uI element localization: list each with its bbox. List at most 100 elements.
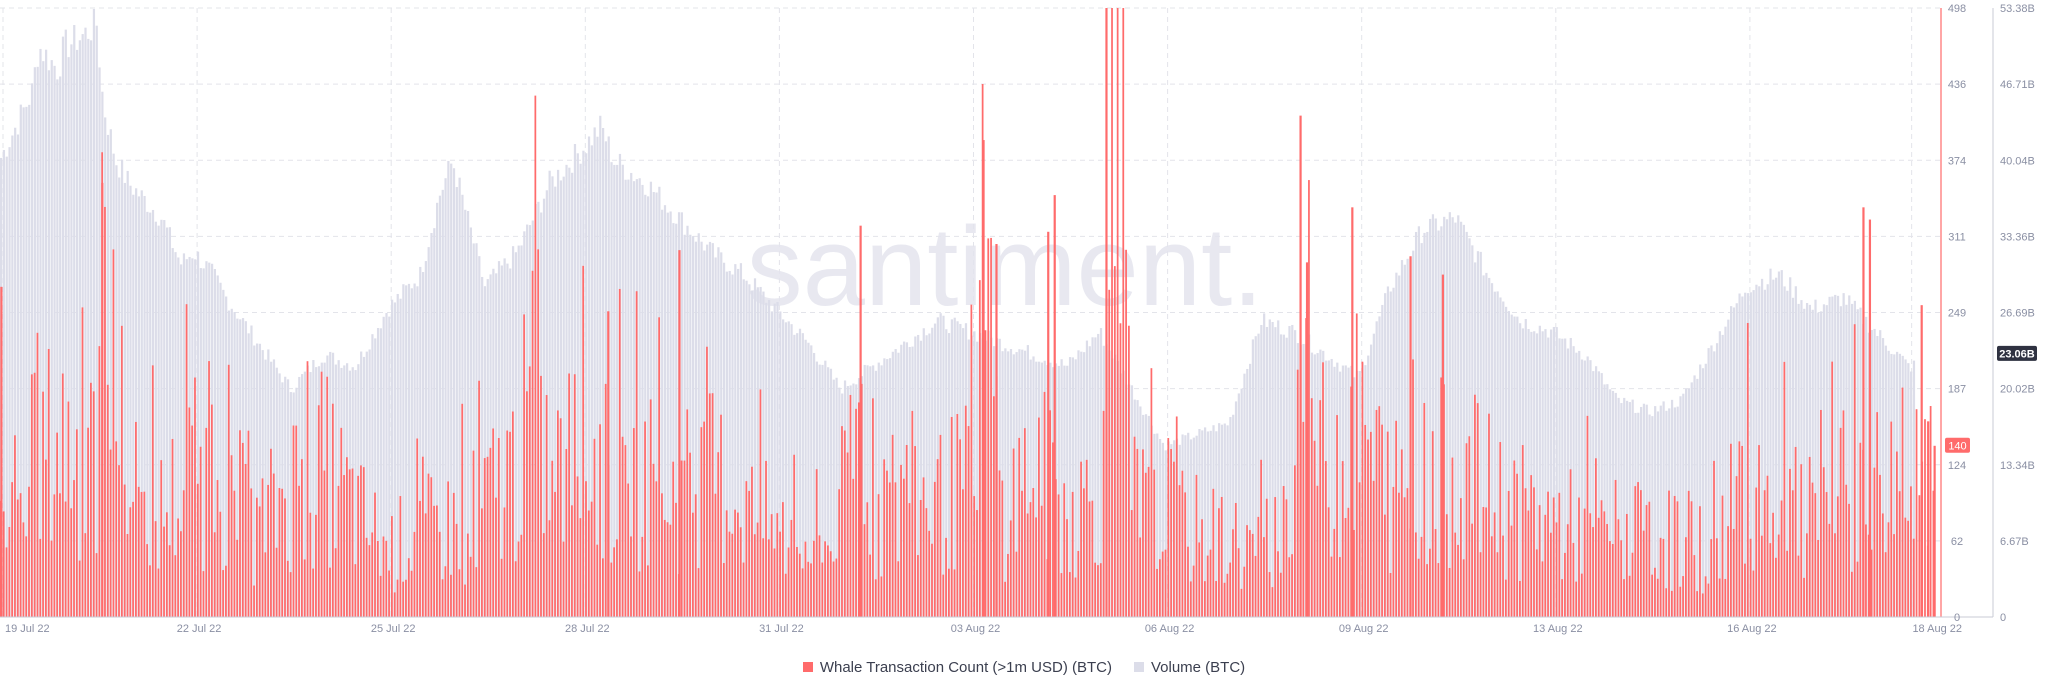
whale-bar: [371, 532, 374, 617]
whale-bar: [891, 434, 894, 617]
volume-bar: [604, 141, 608, 617]
whale-bar: [947, 568, 950, 617]
whale-bar: [348, 469, 351, 617]
whale-bar: [30, 374, 33, 617]
volume-bar: [75, 49, 79, 618]
whale-bar: [782, 502, 784, 617]
whale-bar: [1623, 579, 1625, 617]
volume-bar: [1656, 411, 1660, 617]
volume-bar: [1803, 308, 1806, 617]
whale-bar: [1758, 445, 1760, 617]
whale-bar: [1510, 525, 1513, 617]
volume-bar: [548, 170, 551, 617]
whale-bar: [731, 533, 734, 617]
volume-bar: [1333, 366, 1336, 617]
whale-bar: [641, 536, 644, 617]
volume-bar: [1254, 336, 1257, 617]
whale-bar: [495, 497, 497, 617]
whale-bar: [469, 556, 472, 617]
whale-bar: [1310, 398, 1313, 617]
volume-bar: [424, 261, 427, 617]
whale-bar: [872, 398, 874, 617]
whale-bar: [1606, 524, 1608, 617]
volume-bar: [1755, 284, 1758, 617]
volume-bar: [1580, 359, 1584, 617]
volume-bar: [1164, 450, 1167, 617]
whale-bar: [556, 410, 559, 617]
whale-bar: [1580, 573, 1583, 617]
whale-bar: [1085, 459, 1088, 617]
whale-bar: [1282, 486, 1285, 617]
whale-bar: [1569, 469, 1572, 617]
volume-bar: [1021, 349, 1024, 617]
volume-bar: [98, 67, 101, 617]
whale-bar: [531, 270, 534, 617]
volume-bar: [109, 129, 112, 617]
volume-bar: [118, 177, 121, 617]
whale-bar: [483, 458, 486, 617]
whale-bar: [1482, 507, 1485, 617]
whale-bar: [1271, 587, 1274, 617]
volume-bar: [140, 190, 143, 617]
whale-bar: [1727, 526, 1729, 617]
volume-bar: [798, 328, 802, 617]
volume-bar: [832, 379, 835, 617]
whale-spike: [995, 244, 998, 617]
volume-bar: [413, 283, 416, 617]
volume-bar: [1434, 218, 1437, 618]
whale-bar: [1718, 578, 1721, 617]
whale-bar: [928, 530, 931, 617]
whale-bar: [1873, 467, 1876, 617]
volume-bar: [135, 188, 138, 617]
whale-bar: [1381, 424, 1383, 617]
volume-bar: [734, 264, 737, 617]
whale-bar: [753, 534, 756, 617]
volume-bar: [1735, 303, 1738, 617]
whale-bar: [1139, 537, 1142, 617]
whale-bar: [1887, 522, 1890, 617]
whale-bar: [1122, 8, 1125, 617]
volume-bar: [1811, 309, 1814, 617]
whale-bar: [647, 565, 649, 617]
whale-bar: [143, 491, 146, 617]
whale-bar: [1116, 8, 1119, 617]
whale-bar: [78, 560, 81, 617]
whale-bar: [1412, 359, 1414, 617]
whale-bar: [185, 304, 188, 617]
whale-bar: [253, 585, 255, 617]
volume-bar: [1353, 377, 1356, 617]
whale-bar: [379, 575, 382, 617]
volume-bar: [1468, 238, 1471, 617]
volume-bar: [25, 106, 28, 618]
legend-item-whale[interactable]: Whale Transaction Count (>1m USD) (BTC): [802, 659, 1112, 676]
whale-bar: [804, 541, 807, 617]
volume-bar: [1617, 397, 1620, 617]
whale-bar: [931, 543, 933, 617]
whale-bar: [1400, 449, 1403, 617]
whale-bar: [700, 427, 703, 617]
volume-bar: [225, 296, 228, 617]
volume-bar: [1431, 214, 1435, 617]
whale-bar: [427, 473, 430, 617]
whale-bar: [863, 524, 866, 617]
volume-bar: [1670, 399, 1674, 617]
volume-bar: [1448, 212, 1451, 617]
whale-bar: [1696, 591, 1699, 617]
whale-bar: [1164, 549, 1167, 617]
axes: 498 436 374 311 249 187 124 62 0 53.38B 46.71B 40.0…: [0, 3, 2037, 635]
volume-bar: [1530, 331, 1533, 617]
whale-bar: [1513, 460, 1516, 617]
whale-bar: [852, 478, 855, 617]
whale-bar: [1156, 568, 1158, 617]
whale-bar: [1493, 512, 1496, 617]
whale-bar: [47, 348, 50, 617]
x-tick-label: 16 Aug 22: [1727, 623, 1777, 635]
volume-bar: [1009, 348, 1013, 617]
whale-bar: [1786, 550, 1789, 617]
whale-bar: [1811, 482, 1814, 617]
whale-bar: [247, 430, 250, 617]
volume-bar: [753, 278, 757, 617]
volume-bar: [663, 205, 667, 617]
legend-item-volume[interactable]: Volume (BTC): [1133, 659, 1245, 676]
whale-bar: [1153, 469, 1156, 617]
